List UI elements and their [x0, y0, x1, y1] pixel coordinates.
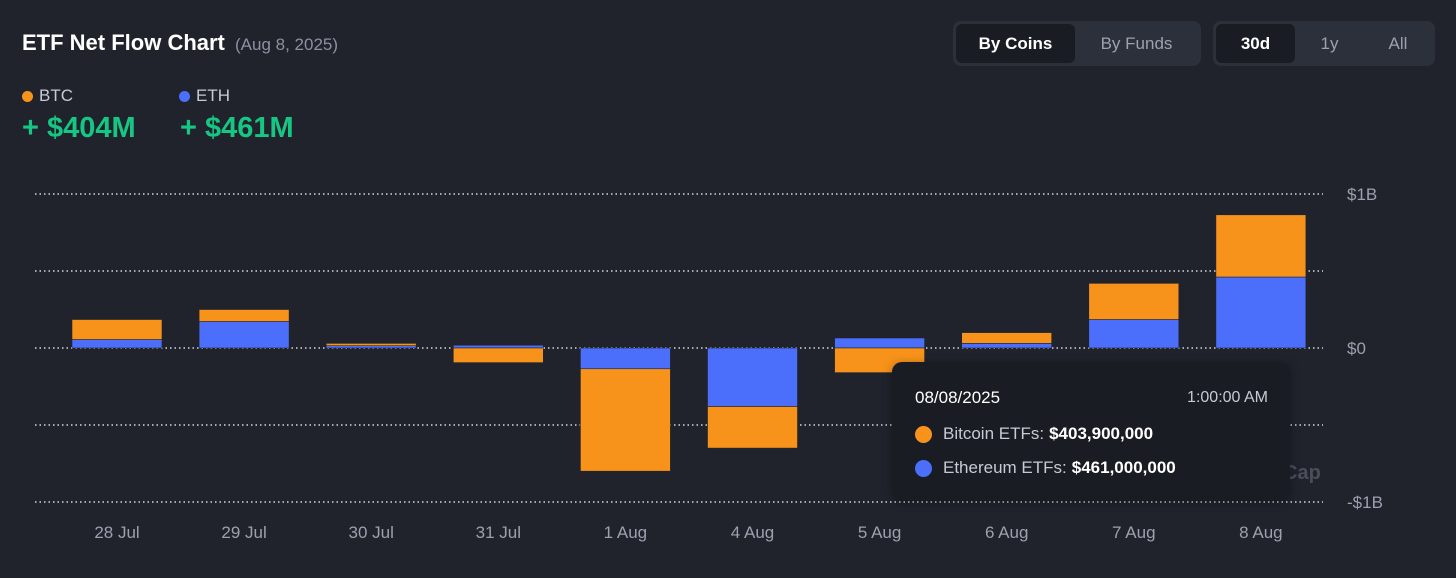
tooltip-btc-value: $403,900,000	[1049, 424, 1154, 443]
range-all-button[interactable]: All	[1388, 34, 1408, 53]
x-tick-label: 31 Jul	[476, 523, 521, 542]
x-tick-label: 8 Aug	[1239, 523, 1283, 542]
eth-dot-icon	[179, 90, 190, 102]
bars-layer	[71, 214, 1307, 472]
range-1y-button[interactable]: 1y	[1320, 34, 1339, 53]
x-axis-labels: 28 Jul 29 Jul 30 Jul 31 Jul 1 Aug 4 Aug 5 Aug 6…	[94, 523, 1282, 542]
grid-layer	[35, 193, 1323, 503]
eth-bar-8-aug[interactable]	[1215, 276, 1307, 349]
btc-bar-30-jul[interactable]	[325, 343, 417, 346]
view-toggle: By Coins By Funds	[953, 21, 1201, 66]
chart-tooltip: 08/08/2025 1:00:00 AM Bitcoin ETFs: $403…	[892, 362, 1290, 500]
eth-bar-31-jul[interactable]	[452, 344, 544, 349]
eth-bar-6-aug[interactable]	[961, 343, 1053, 349]
chart-title: ETF Net Flow Chart (Aug 8, 2025)	[22, 30, 338, 56]
tooltip-date: 08/08/2025	[915, 388, 1001, 407]
eth-total: + $461M	[180, 112, 294, 144]
tooltip-time: 1:00:00 AM	[1187, 389, 1268, 406]
x-tick-label: 29 Jul	[221, 523, 266, 542]
y-tick-label: $1B	[1347, 185, 1377, 204]
x-tick-label: 6 Aug	[985, 523, 1029, 542]
eth-dot-icon	[915, 459, 932, 477]
x-tick-label: 7 Aug	[1112, 523, 1156, 542]
by-funds-button[interactable]: By Funds	[1100, 34, 1173, 53]
x-tick-label: 1 Aug	[604, 523, 648, 542]
x-tick-label: 4 Aug	[731, 523, 775, 542]
tooltip-btc-row: Bitcoin ETFs: $403,900,000	[915, 424, 1153, 444]
range-toggle: 30d 1y All	[1213, 21, 1435, 66]
tooltip-btc-label: Bitcoin ETFs:	[943, 424, 1045, 443]
by-coins-button[interactable]: By Coins	[956, 24, 1075, 63]
legend-btc[interactable]: BTC	[22, 86, 73, 106]
y-tick-label: -$1B	[1347, 493, 1383, 512]
btc-bar-4-aug[interactable]	[707, 406, 798, 449]
tooltip-eth-value: $461,000,000	[1071, 458, 1176, 477]
range-30d-button[interactable]: 30d	[1216, 24, 1295, 63]
btc-bar-31-jul[interactable]	[452, 347, 544, 363]
legend-eth-label: ETH	[196, 86, 230, 105]
eth-bar-7-aug[interactable]	[1088, 319, 1180, 349]
eth-bar-30-jul[interactable]	[325, 345, 417, 349]
tooltip-eth-label: Ethereum ETFs:	[943, 458, 1067, 477]
btc-dot-icon	[915, 425, 932, 443]
btc-bar-6-aug[interactable]	[961, 332, 1053, 344]
eth-bar-28-jul[interactable]	[71, 339, 163, 349]
btc-bar-7-aug[interactable]	[1088, 283, 1180, 320]
btc-dot-icon	[22, 90, 33, 102]
watermark-text: Cap	[1283, 462, 1321, 484]
x-tick-label: 28 Jul	[94, 523, 139, 542]
tooltip-eth-row: Ethereum ETFs: $461,000,000	[915, 458, 1176, 478]
chart-date: (Aug 8, 2025)	[235, 35, 339, 54]
x-tick-label: 30 Jul	[349, 523, 394, 542]
chart-title-text: ETF Net Flow Chart	[22, 30, 225, 55]
btc-bar-1-aug[interactable]	[580, 368, 671, 472]
y-axis-labels: $1B $0 -$1B	[1347, 185, 1383, 512]
btc-bar-29-jul[interactable]	[198, 309, 290, 322]
eth-bar-29-jul[interactable]	[198, 321, 290, 349]
btc-bar-28-jul[interactable]	[71, 319, 163, 340]
eth-bar-4-aug[interactable]	[707, 347, 798, 407]
btc-total: + $404M	[22, 112, 136, 144]
legend-eth[interactable]: ETH	[179, 86, 230, 106]
x-tick-label: 5 Aug	[858, 523, 902, 542]
eth-bar-5-aug[interactable]	[834, 337, 925, 349]
y-tick-label: $0	[1347, 339, 1366, 358]
eth-bar-1-aug[interactable]	[580, 347, 671, 370]
btc-bar-8-aug[interactable]	[1215, 214, 1307, 278]
legend-btc-label: BTC	[39, 86, 73, 105]
